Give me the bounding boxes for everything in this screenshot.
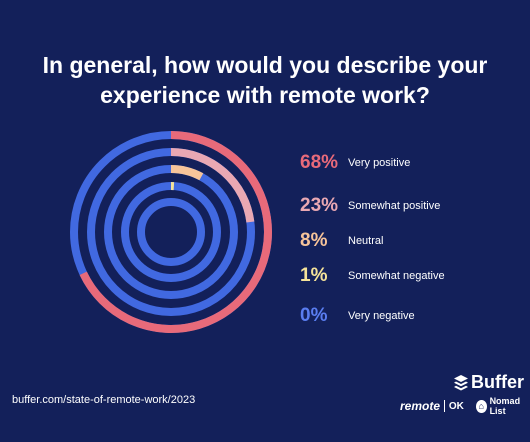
legend-item: 8% Neutral [300,230,383,252]
remote-ok-suffix: OK [448,400,464,412]
legend-percent: 8% [300,230,328,251]
legend-label: Very positive [348,157,411,169]
legend-label: Somewhat negative [348,270,445,282]
chart-title: In general, how would you describe your … [42,52,488,108]
legend-percent: 0% [300,305,328,326]
ring-arc-somewhat-positive [170,148,255,223]
legend-percent: 1% [300,265,328,286]
legend-item: 23% Somewhat positive [300,195,440,217]
legend-item: 68% Very positive [300,152,410,174]
legend-percent: 23% [300,195,339,216]
logo-divider [444,400,445,412]
legend-item: 0% Very negative [300,305,415,327]
ring-arc-neutral [170,165,204,181]
legend-label: Neutral [348,235,384,247]
ring-arc-very-positive [79,131,272,333]
buffer-logo: Buffer [454,372,524,393]
legend-label: Somewhat positive [348,200,441,212]
legend-label: Very negative [348,310,415,322]
partner-logos: remote OK ⌂ Nomad List [400,396,530,416]
ring-track [137,198,205,266]
nomad-list-icon: ⌂ [475,399,487,413]
remote-ok-logo-text: remote [400,399,441,413]
buffer-brand-text: Buffer [471,372,524,392]
source-url: buffer.com/state-of-remote-work/2023 [12,394,196,406]
legend-item: 1% Somewhat negative [300,265,445,287]
buffer-stack-icon [454,374,468,390]
nomad-list-text: Nomad List [489,396,521,416]
legend-percent: 68% [300,152,339,173]
